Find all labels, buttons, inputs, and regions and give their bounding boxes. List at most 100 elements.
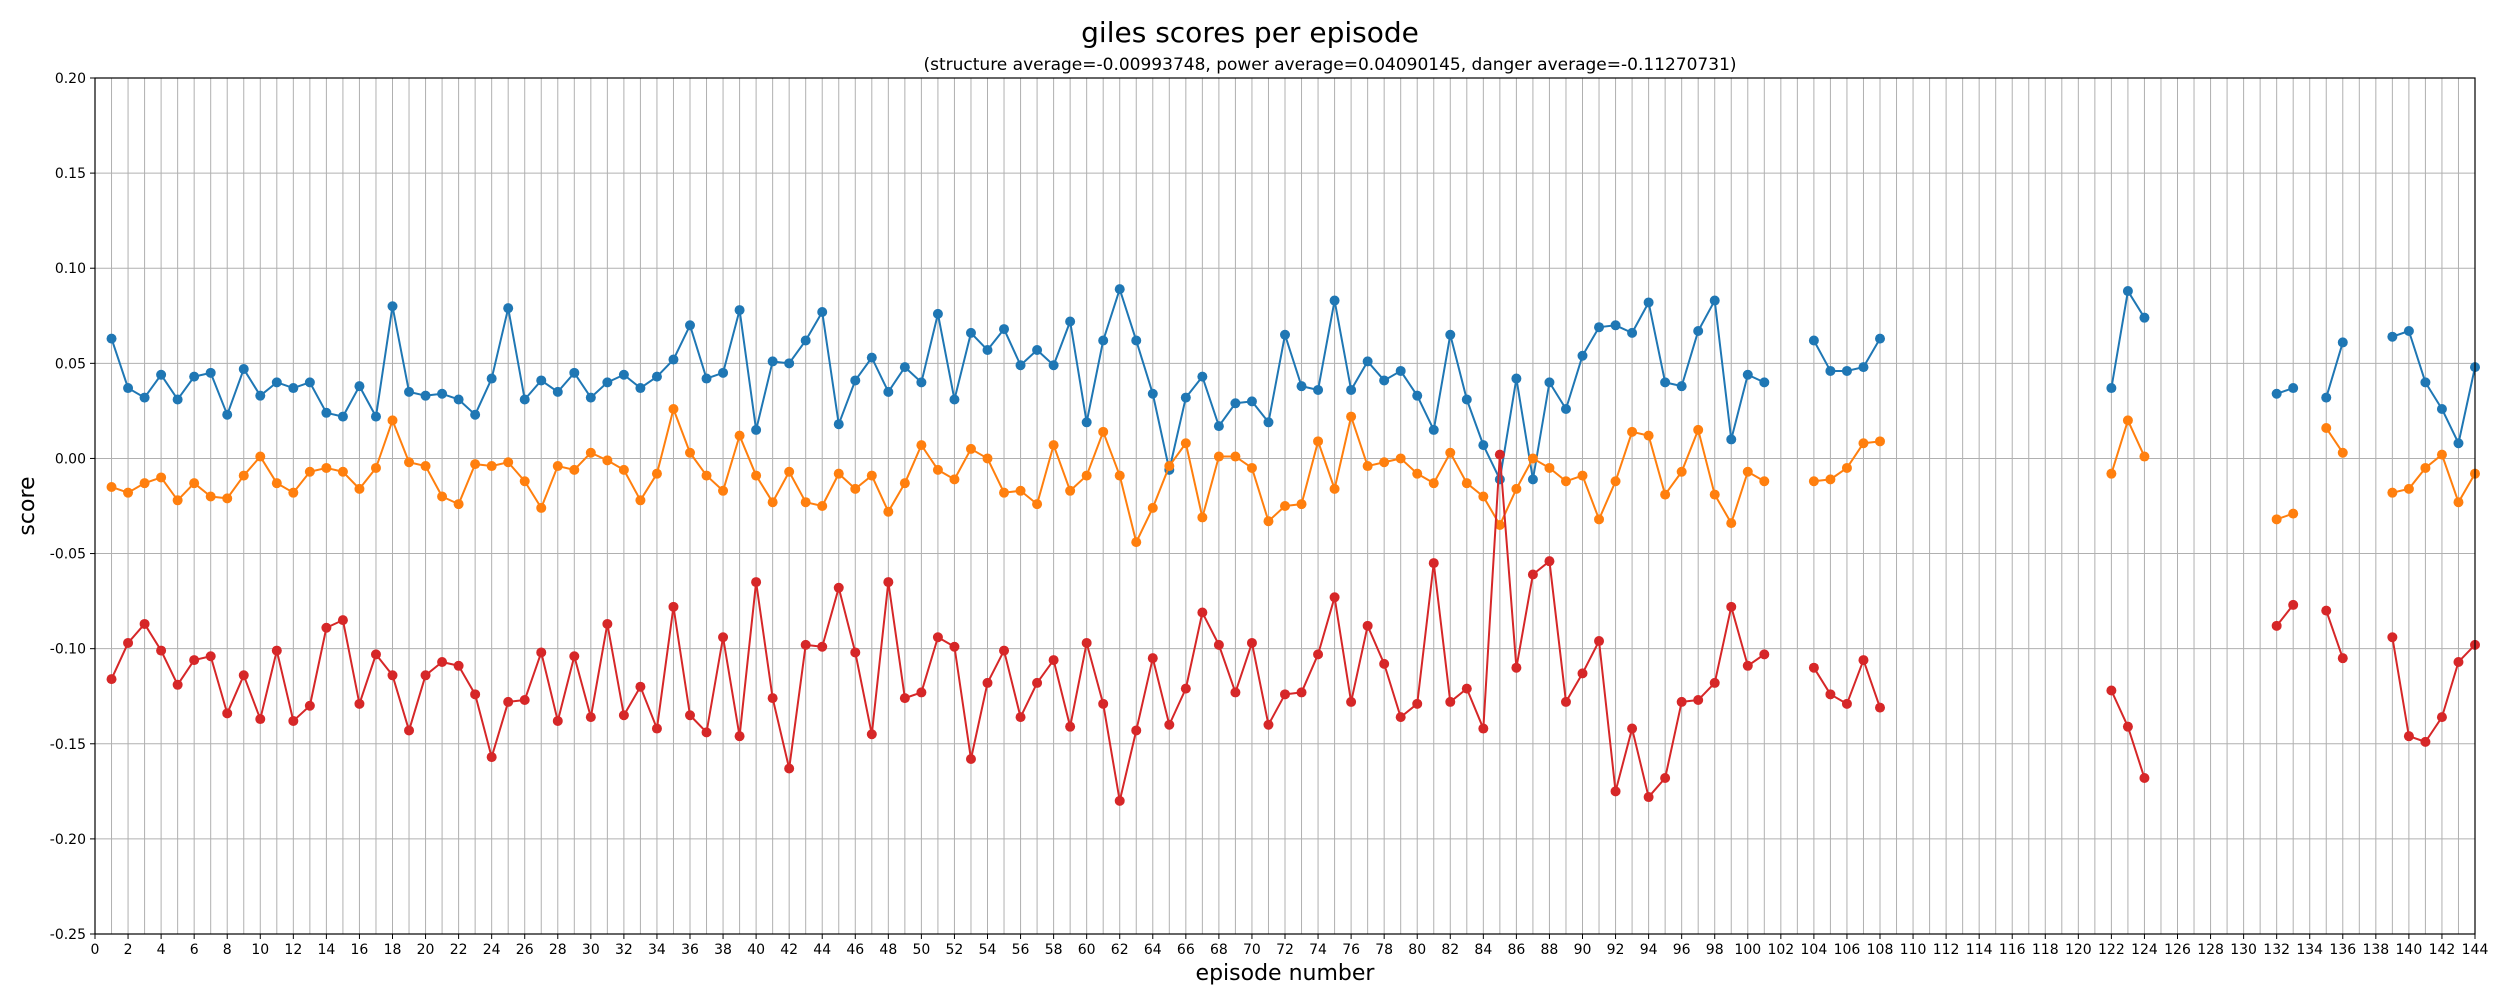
- data-point: [1180, 683, 1191, 694]
- data-point: [784, 358, 795, 369]
- data-point: [2288, 599, 2299, 610]
- data-point: [932, 632, 943, 643]
- data-point: [552, 461, 563, 472]
- y-tick-label: -0.15: [50, 737, 86, 753]
- data-point: [238, 364, 249, 375]
- data-point: [1428, 558, 1439, 569]
- data-point: [1098, 426, 1109, 437]
- data-point: [470, 409, 481, 420]
- data-point: [1610, 476, 1621, 487]
- data-point: [2387, 632, 2398, 643]
- data-point: [767, 693, 778, 704]
- data-point: [2321, 605, 2332, 616]
- data-point: [1726, 601, 1737, 612]
- data-point: [1494, 474, 1505, 485]
- data-point: [519, 695, 530, 706]
- data-point: [1709, 489, 1720, 500]
- data-point: [1032, 499, 1043, 510]
- data-point: [453, 660, 464, 671]
- data-point: [1461, 394, 1472, 405]
- data-point: [899, 693, 910, 704]
- data-point: [1858, 655, 1869, 666]
- data-point: [602, 455, 613, 466]
- data-point: [1627, 723, 1638, 734]
- data-point: [387, 670, 398, 681]
- chart-title: giles scores per episode: [1081, 16, 1419, 49]
- data-point: [337, 411, 348, 422]
- x-tick-label: 98: [1706, 942, 1724, 958]
- x-tick-label: 70: [1243, 942, 1261, 958]
- data-point: [437, 491, 448, 502]
- data-point: [1577, 350, 1588, 361]
- data-point: [668, 354, 679, 365]
- data-point: [1825, 474, 1836, 485]
- data-point: [1015, 712, 1026, 723]
- data-point: [1098, 335, 1109, 346]
- data-point: [569, 367, 580, 378]
- x-tick-label: 40: [747, 942, 765, 958]
- data-point: [734, 430, 745, 441]
- x-tick-label: 138: [2362, 942, 2389, 958]
- data-point: [1676, 466, 1687, 477]
- data-point: [370, 649, 381, 660]
- data-point: [2122, 286, 2133, 297]
- y-tick-label: 0.20: [55, 71, 86, 87]
- data-point: [536, 647, 547, 658]
- x-tick-label: 104: [1801, 942, 1828, 958]
- data-point: [850, 483, 861, 494]
- x-tick-label: 74: [1309, 942, 1327, 958]
- data-point: [1858, 362, 1869, 373]
- x-tick-label: 52: [946, 942, 964, 958]
- data-point: [106, 481, 117, 492]
- data-point: [2288, 508, 2299, 519]
- data-point: [1164, 719, 1175, 730]
- data-point: [767, 497, 778, 508]
- data-point: [1759, 377, 1770, 388]
- data-point: [899, 478, 910, 489]
- data-point: [156, 369, 167, 380]
- data-point: [635, 681, 646, 692]
- data-point: [1577, 470, 1588, 481]
- data-point: [866, 352, 877, 363]
- data-point: [1081, 417, 1092, 428]
- data-point: [1263, 719, 1274, 730]
- data-point: [288, 715, 299, 726]
- data-point: [1544, 462, 1555, 473]
- data-point: [1676, 381, 1687, 392]
- x-tick-label: 120: [2065, 942, 2092, 958]
- data-point: [734, 305, 745, 316]
- x-tick-label: 58: [1045, 942, 1063, 958]
- data-point: [304, 466, 315, 477]
- data-point: [1875, 702, 1885, 713]
- data-point: [2288, 383, 2299, 394]
- data-point: [1081, 470, 1092, 481]
- data-point: [1527, 453, 1538, 464]
- data-point: [1131, 725, 1142, 736]
- data-point: [1114, 470, 1125, 481]
- data-point: [1610, 786, 1621, 797]
- data-point: [1147, 502, 1158, 513]
- data-point: [205, 491, 216, 502]
- data-point: [1313, 436, 1324, 447]
- data-point: [883, 506, 894, 517]
- y-tick-label: -0.10: [50, 642, 86, 658]
- data-point: [1560, 476, 1571, 487]
- data-point: [503, 696, 514, 707]
- data-point: [1015, 360, 1026, 371]
- data-point: [2403, 325, 2414, 336]
- data-point: [1808, 476, 1819, 487]
- data-point: [519, 394, 530, 405]
- data-point: [1213, 451, 1224, 462]
- x-tick-label: 6: [190, 942, 199, 958]
- data-point: [1263, 516, 1274, 527]
- data-point: [420, 670, 431, 681]
- data-point: [536, 502, 547, 513]
- x-tick-label: 100: [1734, 942, 1761, 958]
- data-point: [635, 495, 646, 506]
- data-point: [486, 373, 497, 384]
- data-point: [1213, 421, 1224, 432]
- data-point: [1875, 436, 1885, 447]
- data-point: [800, 497, 811, 508]
- data-point: [1428, 424, 1439, 435]
- data-point: [222, 493, 233, 504]
